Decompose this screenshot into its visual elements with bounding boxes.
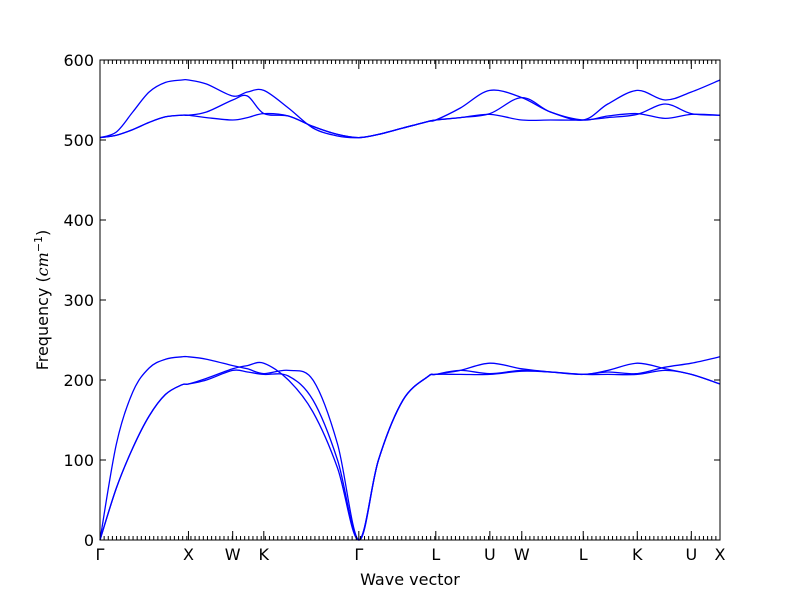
- phonon-bands: [99, 78, 721, 541]
- y-tick-label: 400: [63, 211, 94, 230]
- x-tick-label-U: U: [685, 545, 697, 564]
- x-tick-label-L: L: [431, 545, 440, 564]
- x-tick-label-W: W: [225, 545, 241, 564]
- band-line-3: [99, 355, 721, 541]
- x-tick-label-K: K: [632, 545, 643, 564]
- y-tick-label: 100: [63, 451, 94, 470]
- y-tick-label: 500: [63, 131, 94, 150]
- y-axis-label-exponent: −1: [32, 236, 45, 252]
- x-tick-label-W: W: [514, 545, 530, 564]
- x-axis-label: Wave vector: [360, 570, 460, 589]
- x-tick-label-U: U: [484, 545, 496, 564]
- y-axis-label-prefix: Frequency (: [33, 276, 52, 370]
- x-tick-label-X: X: [715, 545, 726, 564]
- band-line-2: [99, 361, 721, 541]
- y-tick-label: 0: [84, 531, 94, 550]
- y-tick-label: 600: [63, 51, 94, 70]
- band-line-1: [99, 369, 721, 541]
- y-axis-label: Frequency (cm−1): [32, 230, 53, 371]
- plot-frame: [99, 59, 721, 541]
- band-line-6: [99, 78, 721, 139]
- x-tick-label-Γ: Γ: [96, 545, 105, 564]
- y-axis-label-unit: cm: [33, 252, 52, 276]
- y-tick-label: 200: [63, 371, 94, 390]
- y-tick-label: 300: [63, 291, 94, 310]
- x-tick-label-L: L: [579, 545, 588, 564]
- band-line-4: [99, 103, 721, 139]
- y-axis-label-suffix: ): [33, 230, 52, 236]
- y-axis-ticks: 0 100 200 300 400 500 600: [63, 51, 720, 550]
- x-tick-label-Γ: Γ: [354, 545, 363, 564]
- x-tick-label-K: K: [259, 545, 270, 564]
- x-tick-label-X: X: [183, 545, 194, 564]
- x-minor-ticks: [99, 60, 721, 540]
